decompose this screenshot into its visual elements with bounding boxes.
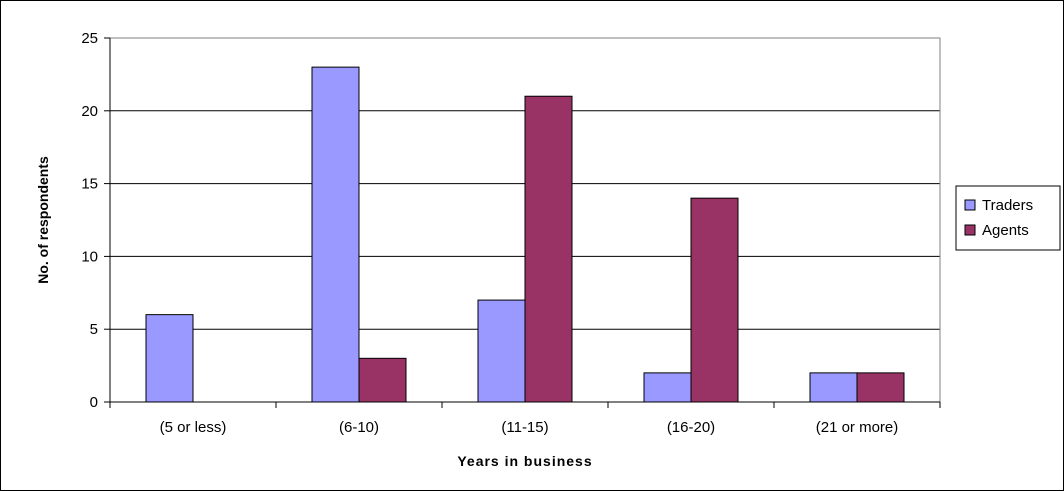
bar-agents (856, 372, 905, 403)
bar-traders (145, 314, 194, 403)
legend-label: Traders (982, 197, 1033, 214)
legend-swatch (964, 199, 976, 211)
y-tick-label: 10 (81, 248, 98, 265)
legend-swatch (964, 224, 976, 236)
y-axis-title: No. of respondents (35, 156, 51, 284)
x-tick-label: (5 or less) (160, 419, 227, 436)
y-tick-label: 0 (90, 394, 98, 411)
legend-box (955, 185, 1061, 251)
x-tick-label: (11-15) (501, 419, 548, 436)
x-tick-label: (21 or more) (816, 419, 899, 436)
x-tick-label: (16-20) (667, 419, 715, 436)
y-tick-label: 15 (81, 176, 98, 193)
x-axis-title: Years in business (457, 453, 592, 469)
y-axis-ticks: 0 5 10 15 20 25 (81, 30, 940, 411)
bar-traders (809, 372, 858, 403)
bars (145, 66, 905, 403)
y-tick-label: 25 (81, 30, 98, 47)
y-tick-label: 20 (81, 103, 98, 120)
bar-traders (477, 299, 526, 403)
y-tick-label: 5 (90, 321, 98, 338)
bar-agents (690, 197, 739, 403)
legend-label: Agents (982, 222, 1029, 239)
bar-agents (358, 357, 407, 403)
bar-traders (643, 372, 692, 403)
bar-agents (524, 95, 573, 403)
x-axis-ticks: (5 or less) (6-10) (11-15) (16-20) (21 or mo… (109, 402, 941, 436)
x-tick-label: (6-10) (339, 419, 379, 436)
bar-traders (311, 66, 360, 403)
legend: Traders Agents (955, 185, 1061, 251)
